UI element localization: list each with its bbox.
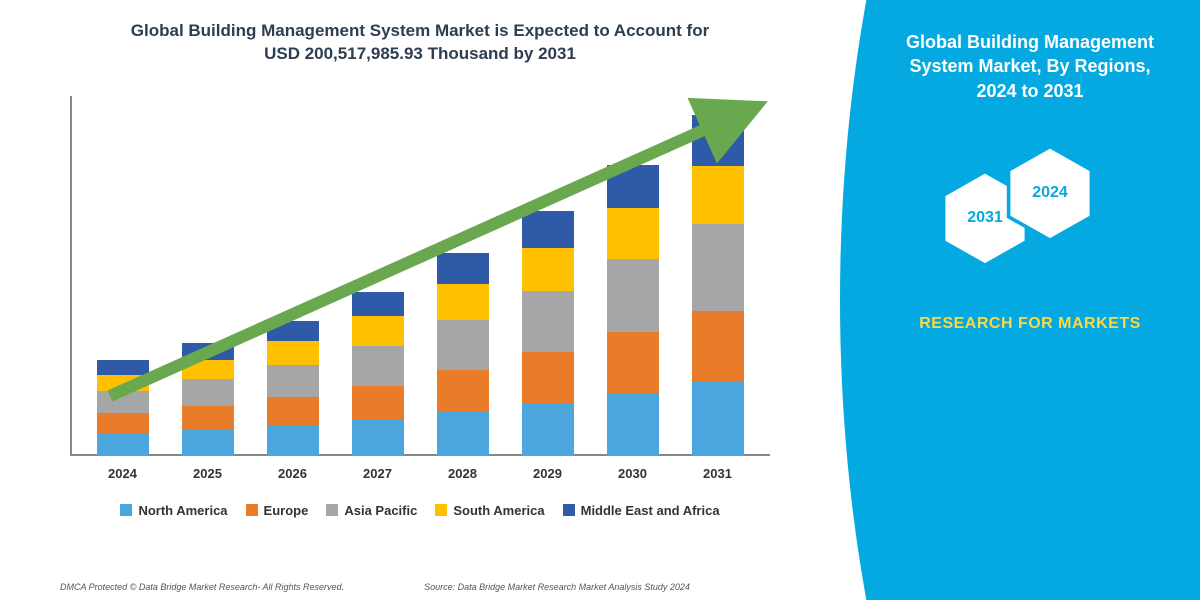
x-label: 2028 bbox=[437, 466, 489, 481]
bar-segment bbox=[607, 259, 659, 332]
legend-label: Asia Pacific bbox=[344, 503, 417, 518]
bar-2026 bbox=[267, 321, 319, 456]
bar-segment bbox=[352, 316, 404, 345]
bar-segment bbox=[692, 382, 744, 456]
bar-segment bbox=[607, 332, 659, 393]
legend-swatch bbox=[326, 504, 338, 516]
hex-label: 2031 bbox=[967, 209, 1003, 227]
x-label: 2026 bbox=[267, 466, 319, 481]
x-label: 2031 bbox=[692, 466, 744, 481]
bar-2027 bbox=[352, 292, 404, 456]
chart-title: Global Building Management System Market… bbox=[120, 20, 720, 66]
legend-item: South America bbox=[435, 503, 544, 518]
bar-2028 bbox=[437, 253, 489, 456]
bar-2030 bbox=[607, 165, 659, 456]
legend-label: South America bbox=[453, 503, 544, 518]
bar-segment bbox=[267, 365, 319, 398]
legend-label: Middle East and Africa bbox=[581, 503, 720, 518]
bar-2029 bbox=[522, 211, 574, 456]
bar-segment bbox=[182, 430, 234, 456]
bar-segment bbox=[522, 291, 574, 353]
chart-panel: Global Building Management System Market… bbox=[0, 0, 800, 600]
bar-segment bbox=[692, 166, 744, 225]
side-panel: Global Building Management System Market… bbox=[800, 0, 1200, 600]
bar-segment bbox=[437, 370, 489, 412]
bar-segment bbox=[352, 386, 404, 420]
bar-segment bbox=[267, 426, 319, 456]
bar-segment bbox=[437, 412, 489, 456]
bar-segment bbox=[692, 224, 744, 311]
legend-item: Europe bbox=[246, 503, 309, 518]
bar-segment bbox=[607, 165, 659, 209]
legend-item: North America bbox=[120, 503, 227, 518]
hexagon-group: 2031 2024 bbox=[940, 143, 1120, 263]
bar-segment bbox=[97, 391, 149, 414]
legend-label: North America bbox=[138, 503, 227, 518]
bar-segment bbox=[182, 379, 234, 406]
plot-area bbox=[70, 96, 770, 456]
legend-swatch bbox=[435, 504, 447, 516]
bar-2031 bbox=[692, 115, 744, 456]
x-labels-row: 2024 2025 2026 2027 2028 2029 2030 2031 bbox=[70, 456, 770, 481]
bar-segment bbox=[97, 433, 149, 456]
legend-label: Europe bbox=[264, 503, 309, 518]
x-label: 2027 bbox=[352, 466, 404, 481]
footnote-right: Source: Data Bridge Market Research Mark… bbox=[424, 582, 690, 592]
bar-segment bbox=[267, 321, 319, 341]
bar-segment bbox=[522, 211, 574, 248]
bar-segment bbox=[352, 346, 404, 387]
bar-segment bbox=[437, 320, 489, 371]
bar-segment bbox=[607, 393, 659, 456]
x-label: 2029 bbox=[522, 466, 574, 481]
bar-segment bbox=[692, 115, 744, 166]
hex-label: 2024 bbox=[1032, 184, 1068, 202]
bar-segment bbox=[522, 403, 574, 456]
bar-segment bbox=[97, 360, 149, 375]
bar-segment bbox=[267, 397, 319, 425]
bar-segment bbox=[522, 248, 574, 291]
layout-root: Global Building Management System Market… bbox=[0, 0, 1200, 600]
side-tagline: RESEARCH FOR MARKETS bbox=[919, 313, 1141, 335]
legend-swatch bbox=[563, 504, 575, 516]
bar-segment bbox=[437, 253, 489, 283]
x-label: 2030 bbox=[607, 466, 659, 481]
bar-2024 bbox=[97, 360, 149, 456]
legend-swatch bbox=[120, 504, 132, 516]
legend-swatch bbox=[246, 504, 258, 516]
footer-notes: DMCA Protected © Data Bridge Market Rese… bbox=[60, 582, 780, 592]
bar-segment bbox=[97, 413, 149, 433]
bar-segment bbox=[437, 284, 489, 320]
bar-segment bbox=[182, 360, 234, 379]
bar-segment bbox=[607, 208, 659, 259]
bar-segment bbox=[267, 341, 319, 365]
legend: North America Europe Asia Pacific South Ame… bbox=[70, 503, 770, 518]
bar-2025 bbox=[182, 343, 234, 456]
bar-segment bbox=[352, 420, 404, 456]
x-label: 2024 bbox=[97, 466, 149, 481]
bar-segment bbox=[352, 292, 404, 317]
bar-segment bbox=[182, 406, 234, 430]
side-title: Global Building Management System Market… bbox=[890, 30, 1170, 103]
bars-container bbox=[70, 96, 770, 456]
legend-item: Asia Pacific bbox=[326, 503, 417, 518]
bar-segment bbox=[97, 375, 149, 391]
bar-segment bbox=[182, 343, 234, 360]
footnote-left: DMCA Protected © Data Bridge Market Rese… bbox=[60, 582, 344, 592]
bar-segment bbox=[692, 311, 744, 382]
x-label: 2025 bbox=[182, 466, 234, 481]
legend-item: Middle East and Africa bbox=[563, 503, 720, 518]
bar-segment bbox=[522, 352, 574, 403]
hexagon-2024: 2024 bbox=[1005, 143, 1095, 243]
